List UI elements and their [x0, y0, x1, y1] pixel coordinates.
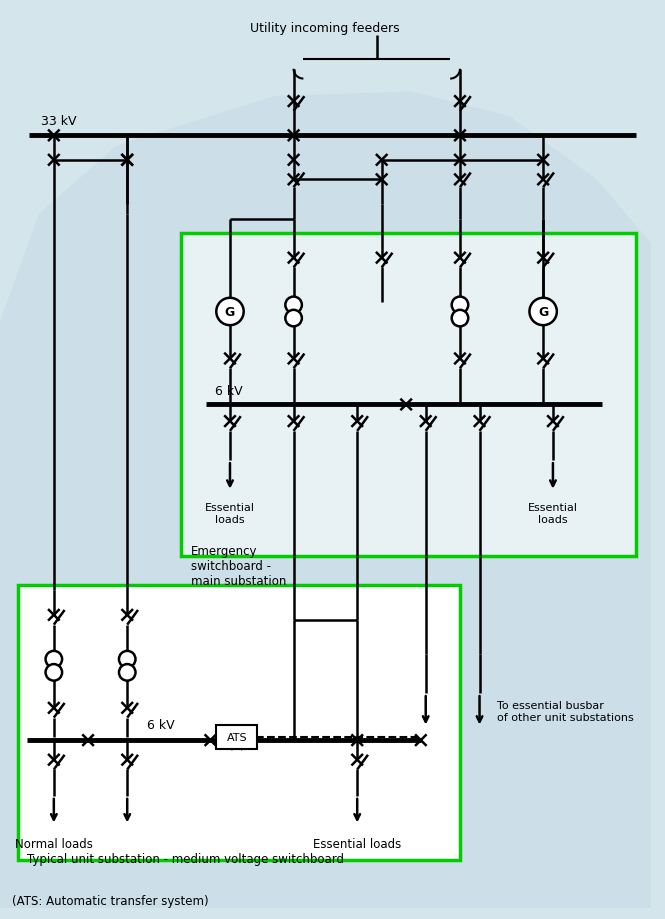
Circle shape	[529, 299, 557, 326]
Text: Emergency
switchboard -
main substation: Emergency switchboard - main substation	[191, 545, 286, 588]
Text: 6 kV: 6 kV	[147, 719, 174, 732]
Bar	[17, 585, 460, 859]
Text: Normal loads: Normal loads	[15, 837, 92, 850]
Text: Typical unit substation - medium voltage switchboard: Typical unit substation - medium voltage…	[27, 852, 344, 865]
Bar	[181, 234, 636, 557]
Text: 6 kV: 6 kV	[215, 384, 243, 397]
Text: (ATS: Automatic transfer system): (ATS: Automatic transfer system)	[12, 894, 208, 907]
Text: Essential
loads: Essential loads	[205, 503, 255, 525]
Text: ATS: ATS	[227, 732, 247, 743]
Circle shape	[452, 297, 468, 313]
Circle shape	[216, 299, 243, 326]
FancyBboxPatch shape	[216, 726, 257, 749]
Circle shape	[119, 652, 136, 668]
Circle shape	[119, 664, 136, 681]
Text: To essential busbar
of other unit substations: To essential busbar of other unit substa…	[497, 700, 634, 721]
Circle shape	[46, 652, 62, 668]
Polygon shape	[0, 92, 651, 909]
Text: Essential loads: Essential loads	[313, 837, 402, 850]
Text: Essential
loads: Essential loads	[528, 503, 578, 525]
Circle shape	[452, 311, 468, 327]
Text: Utility incoming feeders: Utility incoming feeders	[250, 22, 400, 35]
Text: G: G	[225, 306, 235, 319]
Circle shape	[46, 664, 62, 681]
Text: 33 kV: 33 kV	[41, 116, 76, 129]
Circle shape	[285, 297, 302, 313]
Text: G: G	[538, 306, 548, 319]
Circle shape	[285, 311, 302, 327]
